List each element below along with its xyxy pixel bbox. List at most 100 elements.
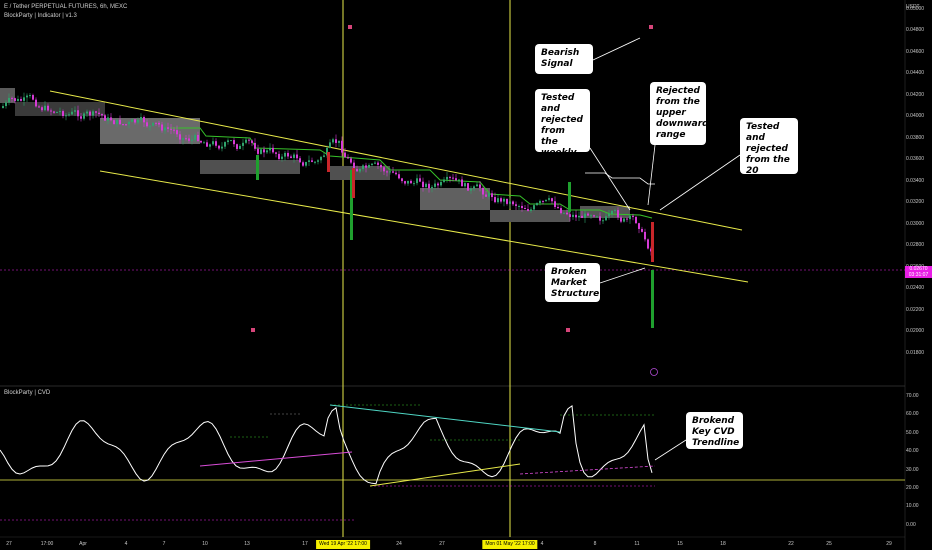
candle <box>458 179 460 181</box>
candle <box>542 200 544 202</box>
candle <box>329 142 331 148</box>
candle <box>2 106 4 108</box>
signal-marker-icon <box>348 25 352 29</box>
pivot-zone <box>200 160 300 174</box>
candle <box>197 134 199 141</box>
candle <box>194 134 196 140</box>
callout-pointer <box>654 439 687 461</box>
candle <box>632 215 634 217</box>
time-tick: 17:00 <box>40 541 54 547</box>
candle <box>617 210 619 218</box>
callout-pointer <box>647 144 656 206</box>
callout-pointer <box>589 147 631 211</box>
candle <box>260 149 262 154</box>
candle <box>350 158 352 163</box>
candle <box>128 121 130 125</box>
candle <box>383 167 385 172</box>
price-tick: 0.03200 <box>906 199 925 205</box>
candle <box>536 203 538 206</box>
candle <box>593 215 595 217</box>
candle <box>446 176 448 180</box>
candle <box>344 152 346 158</box>
channel-lower-line <box>99 170 749 283</box>
time-tick: 27 <box>6 541 12 547</box>
callout-cvd-trendline: Brokend Key CVD Trendline <box>686 412 743 449</box>
callout-market-structure: Broken Market Structure <box>545 263 600 302</box>
candle <box>110 117 112 121</box>
candle <box>578 215 580 218</box>
candle <box>620 217 622 222</box>
current-price-tag: 0.02670 03:31:07 <box>905 266 932 278</box>
candle <box>116 119 118 125</box>
candle <box>488 193 490 197</box>
channel-upper-line <box>49 90 743 231</box>
candle <box>8 97 10 103</box>
candle <box>284 152 286 157</box>
candle <box>14 98 16 101</box>
time-tick: 15 <box>677 541 683 547</box>
candle <box>512 201 514 205</box>
candle <box>254 142 256 149</box>
candle <box>287 152 289 157</box>
bar-countdown: 03:31:07 <box>908 272 929 278</box>
candle <box>308 160 310 162</box>
candle <box>428 183 430 189</box>
price-tick: 0.02800 <box>906 242 925 248</box>
time-tick: 27 <box>439 541 445 547</box>
candle <box>599 216 601 221</box>
pivot-trace <box>585 172 655 185</box>
candle <box>467 183 469 191</box>
price-tick: 0.04000 <box>906 113 925 119</box>
candle <box>560 208 562 214</box>
price-tick: 0.02400 <box>906 285 925 291</box>
candle <box>497 198 499 203</box>
price-tick: 0.04800 <box>906 27 925 33</box>
candle <box>422 181 424 188</box>
candle <box>503 198 505 202</box>
cvd-tick: 30.00 <box>906 466 919 473</box>
candle <box>389 171 391 173</box>
candle <box>572 214 574 217</box>
candle <box>245 139 247 143</box>
candle <box>29 95 31 97</box>
candle <box>647 239 649 249</box>
candle <box>242 142 244 146</box>
candle <box>206 142 208 147</box>
candle <box>293 154 295 158</box>
candle <box>629 215 631 220</box>
candle <box>23 97 25 101</box>
candle <box>449 176 451 178</box>
candle <box>53 111 55 113</box>
signal-marker-icon <box>649 25 653 29</box>
candle <box>11 97 13 99</box>
candle <box>236 144 238 149</box>
candle <box>494 197 496 203</box>
cvd-tick: 10.00 <box>906 503 919 510</box>
candle <box>281 156 283 159</box>
candle <box>362 165 364 169</box>
candle <box>575 214 577 218</box>
candle <box>425 183 427 188</box>
candle <box>356 169 358 172</box>
candle <box>347 157 349 159</box>
candle <box>596 216 598 218</box>
candle <box>305 161 307 166</box>
candle <box>320 156 322 161</box>
candle <box>44 105 46 111</box>
time-tick: 10 <box>202 541 208 547</box>
callout-ema: Tested and rejected from the 20 D.EMA ye… <box>740 118 798 209</box>
candle <box>515 204 517 206</box>
candle <box>248 139 250 141</box>
candle <box>461 179 463 187</box>
candle <box>149 125 151 127</box>
callout-pointer <box>599 267 646 284</box>
candle <box>272 147 274 153</box>
candle <box>473 186 475 189</box>
signal-bar <box>651 270 654 328</box>
candle <box>431 186 433 189</box>
candle <box>170 128 172 130</box>
candle <box>137 119 139 123</box>
candle <box>269 147 271 151</box>
candle <box>107 117 109 121</box>
